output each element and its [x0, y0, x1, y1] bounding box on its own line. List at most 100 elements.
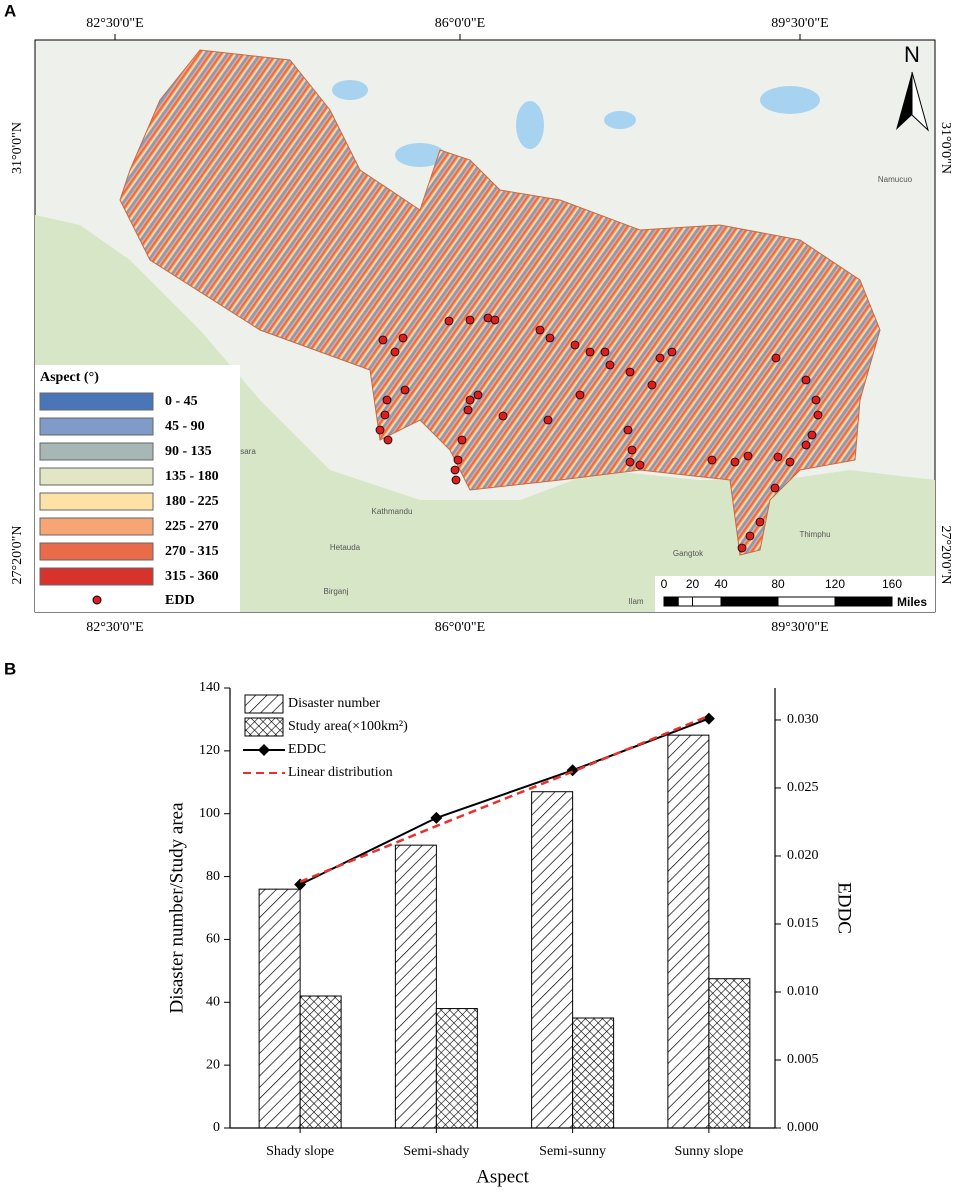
bar [531, 791, 574, 1129]
legend-label: 225 - 270 [165, 519, 219, 534]
scale-segment [777, 596, 836, 607]
marker [430, 811, 443, 824]
lake [604, 111, 636, 129]
lake [395, 143, 445, 167]
legend-label: Study area(×100km²) [288, 719, 408, 734]
legend-label: 315 - 360 [165, 569, 219, 584]
edd-point [755, 517, 765, 527]
place-name: Namucuo [878, 175, 913, 184]
legend-swatch [39, 567, 154, 586]
y2-tick-label: 0.015 [787, 916, 819, 931]
north-arrow-right [911, 71, 929, 132]
edd-point [463, 405, 473, 415]
edd-point [450, 465, 460, 475]
x-tick-label: Semi-sunny [539, 1144, 606, 1159]
map: Aspect (°) 0 - 45 45 - 90 90 - 135 135 - 180… [34, 39, 936, 613]
bar [667, 734, 710, 1129]
latitude-label: 31°0'0"N [10, 122, 25, 174]
legend-label: Disaster number [288, 696, 380, 711]
longitude-label: 82°30'0"E [86, 620, 143, 635]
lake [332, 80, 368, 100]
legend-swatch [39, 492, 154, 511]
edd-point [770, 483, 780, 493]
edd-point [378, 335, 388, 345]
x-tick-label: Semi-shady [403, 1144, 469, 1159]
panel-label: A [4, 1, 16, 20]
study-area [119, 49, 881, 556]
edd-point [444, 316, 454, 326]
longitude-label: 86°0'0"E [435, 16, 485, 31]
marker [702, 712, 715, 725]
north-label: N [904, 42, 920, 67]
y-axis-title: Disaster number/Study area [166, 802, 187, 1014]
longitude-label: 82°30'0"E [86, 16, 143, 31]
longitude-label: 89°30'0"E [771, 620, 828, 635]
latitude-label: 27°20'0"N [938, 526, 953, 585]
scale-segment [692, 596, 722, 607]
bar [299, 995, 342, 1129]
edd-point [465, 315, 475, 325]
legend-label: Linear distribution [288, 765, 393, 780]
legend-swatch [39, 467, 154, 486]
edd-point [605, 360, 615, 370]
edd-point [667, 347, 677, 357]
edd-point [453, 455, 463, 465]
edd-point [785, 457, 795, 467]
edd-point [655, 353, 665, 363]
y2-tick-label: 0.030 [787, 712, 819, 727]
y-tick-label: 60 [206, 932, 220, 947]
bar [435, 1008, 478, 1129]
edd-point [807, 430, 817, 440]
edd-point [623, 425, 633, 435]
panel-label: B [4, 659, 16, 678]
legend-label: 135 - 180 [165, 469, 219, 484]
legend-marker [258, 744, 270, 756]
x-tick-label: Shady slope [266, 1144, 334, 1159]
place-name: sara [240, 447, 256, 456]
edd-point [707, 455, 717, 465]
place-name: Gangtok [673, 549, 704, 558]
legend-label: 180 - 225 [165, 494, 219, 509]
edd-point [737, 543, 747, 553]
x-tick-label: Sunny slope [674, 1144, 743, 1159]
y-tick-label: 100 [199, 806, 220, 821]
place-name: Thimphu [799, 530, 830, 539]
x-axis-title: Aspect [476, 1166, 529, 1187]
legend-swatch [244, 717, 284, 737]
edd-point [545, 333, 555, 343]
edd-point [398, 333, 408, 343]
latitude-label: 27°20'0"N [10, 526, 25, 585]
edd-point [451, 475, 461, 485]
edd-point [570, 340, 580, 350]
edd-point [390, 347, 400, 357]
place-name: Birganj [324, 587, 349, 596]
legend-point [92, 595, 102, 605]
edd-point [375, 425, 385, 435]
edd-point [498, 411, 508, 421]
edd-point [647, 380, 657, 390]
edd-point [801, 440, 811, 450]
place-name: Kathmandu [372, 507, 413, 516]
legend-swatch [244, 694, 284, 714]
y-tick-label: 80 [206, 869, 220, 884]
latitude-label: 31°0'0"N [938, 122, 953, 174]
y-tick-label: 20 [206, 1057, 220, 1072]
scale-label: 0 [661, 577, 668, 591]
edd-point [600, 347, 610, 357]
edd-point [730, 457, 740, 467]
scale-label: 120 [825, 577, 845, 591]
legend-label: 0 - 45 [165, 394, 198, 409]
y2-tick-label: 0.025 [787, 780, 819, 795]
legend-title: Aspect (°) [40, 370, 99, 385]
place-name: Ilam [628, 597, 643, 606]
edd-point [811, 395, 821, 405]
edd-point [635, 460, 645, 470]
y-tick-label: 120 [199, 743, 220, 758]
edd-point [813, 410, 823, 420]
bar [708, 978, 751, 1129]
edd-point [585, 347, 595, 357]
legend-swatch [39, 542, 154, 561]
edd-point [543, 415, 553, 425]
scale-label: 40 [714, 577, 728, 591]
